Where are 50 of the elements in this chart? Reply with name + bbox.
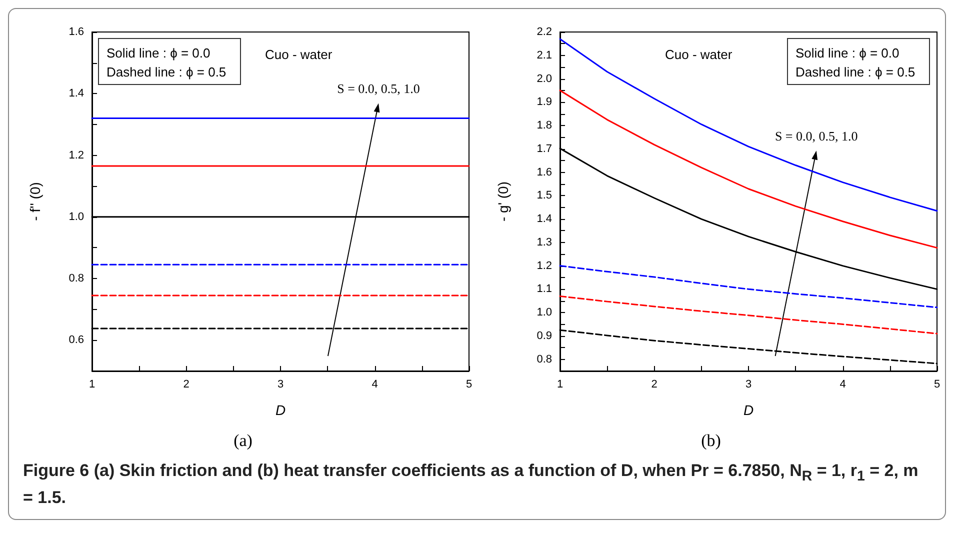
annotation: Dashed line : ϕ = 0.5 [796,64,916,80]
y-tick-label: 1.0 [536,306,552,319]
y-tick-label: 0.9 [536,330,552,342]
text: Figure 6 (a) Skin friction and (b) heat transfer coefficients as a function of D, when Pr = 6.7850, N$_{R}$ = 1, r$_{1}$ = 2, m = 1.5. [23,461,918,507]
x-axis-title: D [743,402,754,418]
y-tick-label: 1.6 [536,166,552,178]
y-tick-label: 1.3 [536,236,552,248]
y-tick-label: 1.4 [536,213,552,226]
y-tick-label: 0.8 [68,272,84,285]
text: (b) [701,431,721,450]
y-tick-label: 1.2 [68,149,84,162]
x-tick-label: 4 [840,378,846,390]
line-series [559,295,938,334]
annotation: Solid line : ϕ = 0.0 [106,46,210,60]
y-tick-label: 1.7 [536,142,552,155]
y-tick-label: 1.2 [536,260,552,272]
line-series [559,38,938,212]
y-tick-label: 1.1 [536,283,552,296]
x-tick-label: 3 [277,378,284,390]
text: (a) [234,431,252,450]
x-tick-label: 5 [466,378,472,390]
x-tick-label: 1 [88,378,96,390]
x-tick-label: 1 [556,378,564,390]
x-tick-label: 2 [651,378,658,390]
x-tick-label: 3 [745,378,752,390]
y-tick-label: 2.0 [536,72,552,85]
y-axis-title: - f'' (0) [27,182,43,221]
line-series [559,265,938,308]
annotation: Cuo - water [265,47,333,62]
x-tick-label: 5 [934,378,940,390]
x-tick-label: 4 [372,378,378,390]
y-tick-label: 1.6 [68,26,84,38]
y-tick-label: 2.2 [536,26,552,38]
y-tick-label: 1.8 [536,120,552,132]
annotation: S = 0.0, 0.5, 1.0 [337,81,420,96]
y-tick-label: 1.0 [68,210,84,223]
line-series [559,90,938,249]
y-tick-label: 0.8 [536,353,552,366]
y-axis-title: - g' (0) [495,181,511,222]
y-tick-label: 1.5 [536,190,552,202]
x-axis-title: D [275,402,286,418]
y-tick-label: 1.9 [536,96,552,108]
annotation: S = 0.0, 0.5, 1.0 [774,128,858,144]
y-tick-label: 1.4 [68,88,84,100]
x-tick-label: 2 [183,378,190,390]
y-tick-label: 0.6 [68,334,84,346]
annotation: Dashed line : ϕ = 0.5 [106,64,226,80]
annotation: Solid line : ϕ = 0.0 [796,46,900,60]
y-tick-label: 2.1 [536,49,552,62]
annotation: Cuo - water [665,47,733,62]
